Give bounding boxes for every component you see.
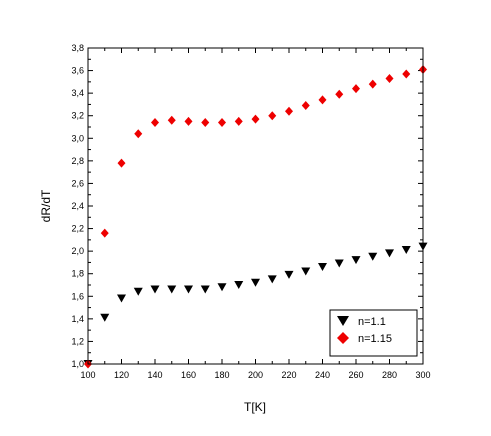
x-tick-label: 160 [181,370,196,380]
y-tick-label: 3,6 [71,66,84,76]
data-point-series-1 [334,259,344,268]
data-point-series-1 [200,285,210,294]
y-tick-label: 3,4 [71,88,84,98]
y-tick-label: 1,2 [71,336,84,346]
data-point-series-1 [150,285,160,294]
data-point-series-1 [385,249,394,258]
y-tick-label: 2,8 [71,156,84,166]
data-point-series-1 [100,313,110,322]
data-point-series-1 [167,285,177,294]
data-point-series-2 [385,73,394,83]
x-tick-label: 300 [415,370,430,380]
data-point-series-2 [318,95,327,105]
data-point-series-1 [251,278,260,287]
data-point-series-2 [368,79,377,89]
legend: n=1.1 n=1.15 [329,309,418,357]
legend-diamond-icon [337,332,349,344]
data-point-series-2 [402,69,411,79]
x-tick-label: 100 [80,370,95,380]
data-point-series-2 [285,106,293,116]
y-tick-label: 2,2 [71,224,84,234]
x-tick-label: 280 [382,370,397,380]
data-point-series-1 [267,275,277,284]
legend-triangle-down-icon [337,316,349,326]
y-axis-label: dR/dT [39,189,53,222]
x-tick-label: 240 [315,370,330,380]
data-point-series-1 [184,285,193,294]
y-tick-label: 3,2 [71,111,84,121]
y-tick-label: 2,4 [71,201,84,211]
data-point-series-2 [352,84,360,94]
data-point-series-2 [268,111,277,121]
data-point-series-2 [151,117,159,127]
x-tick-label: 220 [281,370,296,380]
data-point-series-1 [117,294,126,303]
y-tick-label: 3,0 [71,133,84,143]
x-tick-label: 140 [147,370,162,380]
x-tick-label: 200 [248,370,263,380]
data-point-series-1 [234,281,244,289]
x-tick-label: 260 [348,370,363,380]
y-tick-label: 2,0 [71,246,84,256]
y-tick-label: 1,0 [71,359,84,369]
data-point-series-2 [234,116,243,126]
x-tick-label: 180 [214,370,229,380]
y-tick-label: 2,6 [71,178,84,188]
y-tick-label: 1,8 [71,269,84,279]
data-point-series-2 [167,115,176,125]
data-point-series-1 [284,270,294,279]
data-point-series-2 [184,116,193,126]
y-tick-label: 3,8 [71,43,84,53]
data-point-series-2 [134,129,143,139]
data-point-series-1 [301,267,311,276]
data-point-series-2 [218,117,226,127]
legend-label-series-2: n=1.15 [358,333,392,345]
plot-frame [87,47,424,365]
data-point-series-1 [318,262,327,271]
data-point-series-1 [351,256,361,265]
data-point-series-2 [251,114,260,124]
data-point-series-2 [301,101,310,111]
y-tick-label: 1,4 [71,314,84,324]
data-point-series-1 [133,287,143,296]
y-tick-label: 1,6 [71,291,84,301]
data-point-series-1 [368,252,378,261]
x-axis-label: T[K] [244,400,266,414]
data-point-series-2 [335,89,344,99]
data-point-series-1 [401,246,411,255]
data-point-series-2 [117,158,126,168]
data-point-series-2 [100,228,109,238]
data-point-series-1 [217,283,227,292]
legend-label-series-1: n=1.1 [358,316,386,328]
x-tick-label: 120 [114,370,129,380]
data-point-series-2 [201,117,210,127]
